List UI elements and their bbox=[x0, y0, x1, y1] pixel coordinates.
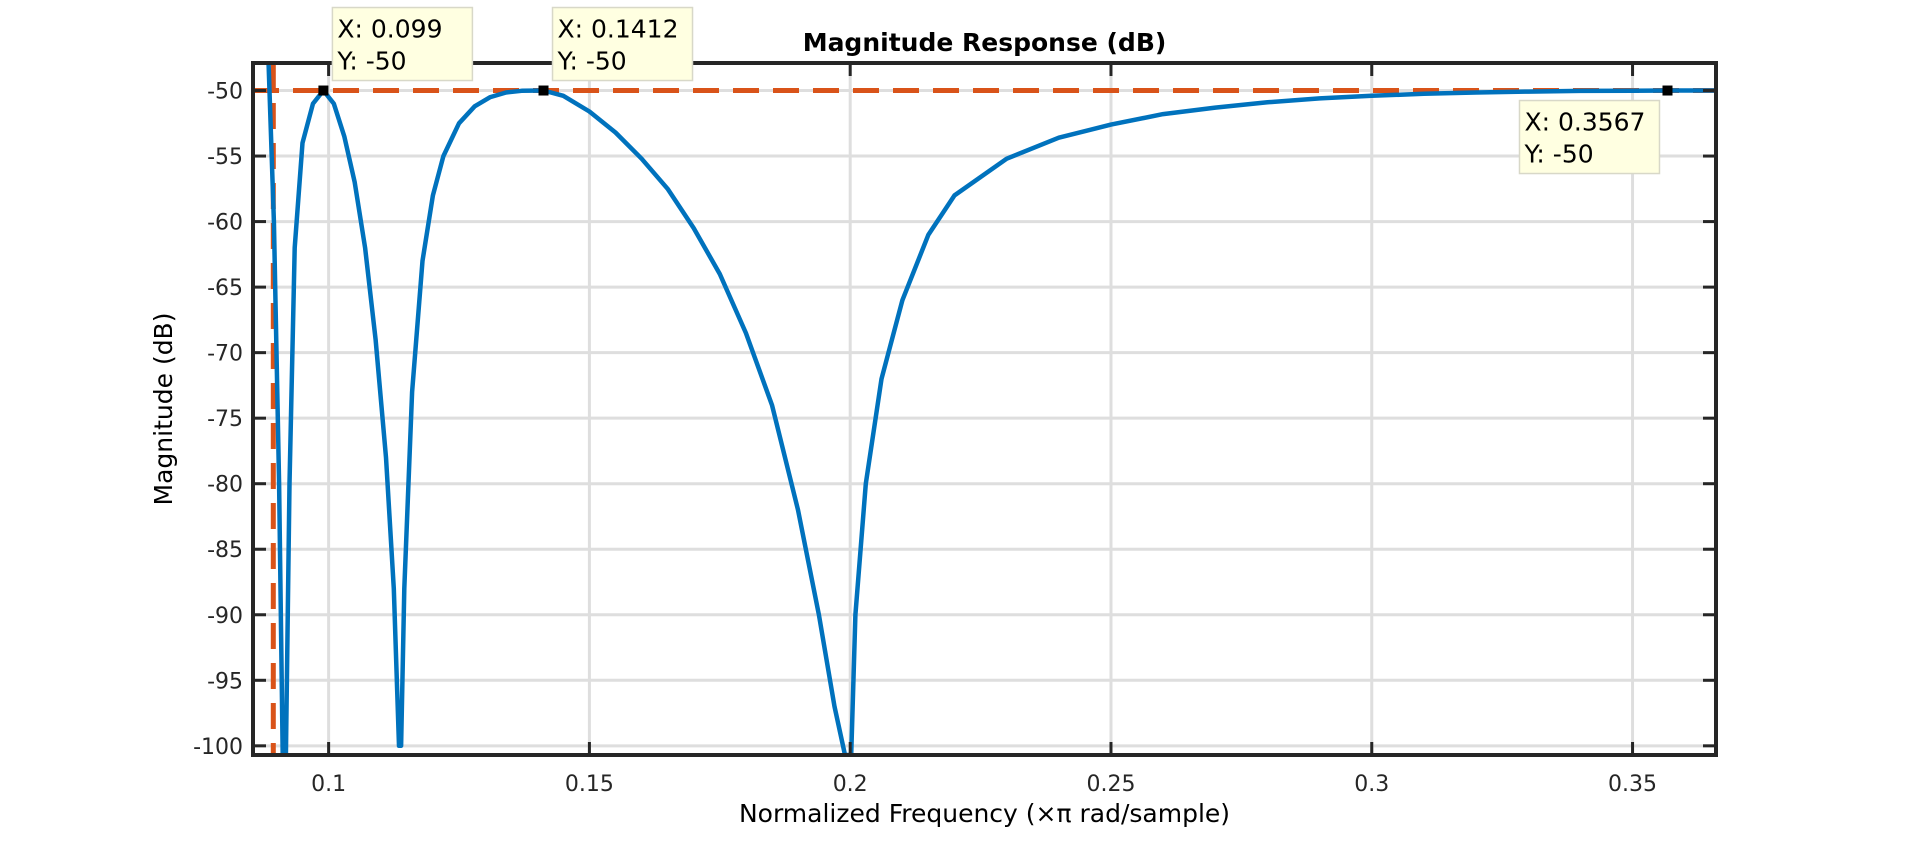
x-tick-label: 0.15 bbox=[565, 772, 614, 797]
y-tick-label: -95 bbox=[207, 669, 243, 694]
y-tick-label: -75 bbox=[207, 407, 243, 432]
grid-lines bbox=[253, 63, 1716, 755]
data-tip-y: Y: -50 bbox=[336, 47, 406, 76]
x-tick-label: 0.1 bbox=[311, 772, 346, 797]
y-tick-label: -100 bbox=[193, 735, 243, 760]
data-tip-y: Y: -50 bbox=[1523, 140, 1593, 169]
y-tick-label: -50 bbox=[207, 80, 243, 105]
data-tip-box bbox=[1518, 99, 1661, 175]
data-tip-marker[interactable] bbox=[1662, 85, 1673, 96]
data-tip-marker[interactable] bbox=[318, 85, 329, 96]
y-tick-label: -85 bbox=[207, 538, 243, 563]
data-tip[interactable]: X: 0.3567 Y: -50 bbox=[1518, 85, 1673, 175]
x-tick-label: 0.25 bbox=[1086, 772, 1135, 797]
y-tick-label: -80 bbox=[207, 473, 243, 498]
x-tick-label: 0.2 bbox=[833, 772, 868, 797]
data-tip[interactable]: X: 0.1412 Y: -50 bbox=[538, 6, 694, 96]
data-tip-x: X: 0.099 bbox=[337, 15, 442, 44]
y-tick-label: -90 bbox=[207, 604, 243, 629]
y-tick-label: -70 bbox=[207, 342, 243, 367]
magnitude-response-line bbox=[266, 64, 1716, 755]
data-tip[interactable]: X: 0.099 Y: -50 bbox=[318, 6, 474, 96]
y-tick-label: -60 bbox=[207, 211, 243, 236]
axes-box bbox=[251, 61, 1718, 757]
data-tip-x: X: 0.1412 bbox=[558, 15, 679, 44]
x-tick-label: 0.35 bbox=[1608, 772, 1657, 797]
data-tip-box bbox=[551, 6, 694, 82]
series-lines bbox=[253, 63, 1716, 755]
x-tick-label: 0.3 bbox=[1354, 772, 1389, 797]
axis-ticks: 0.1 0.15 0.2 0.25 0.3 0.35 -50 -55 -60 -65 -70 -75 -… bbox=[193, 63, 1716, 797]
data-tips: X: 0.099 Y: -50 X: 0.1412 Y: -50 X: 0.3567 Y:… bbox=[318, 6, 1673, 175]
data-tip-marker[interactable] bbox=[538, 85, 549, 96]
y-axis-label: Magnitude (dB) bbox=[149, 313, 178, 506]
y-tick-label: -55 bbox=[207, 145, 243, 170]
chart-title: Magnitude Response (dB) bbox=[803, 28, 1167, 57]
data-tip-y: Y: -50 bbox=[557, 47, 627, 76]
y-tick-label: -65 bbox=[207, 276, 243, 301]
x-axis-label: Normalized Frequency (×π rad/sample) bbox=[739, 799, 1230, 828]
data-tip-x: X: 0.3567 bbox=[1524, 108, 1645, 137]
data-tip-box bbox=[331, 6, 474, 82]
